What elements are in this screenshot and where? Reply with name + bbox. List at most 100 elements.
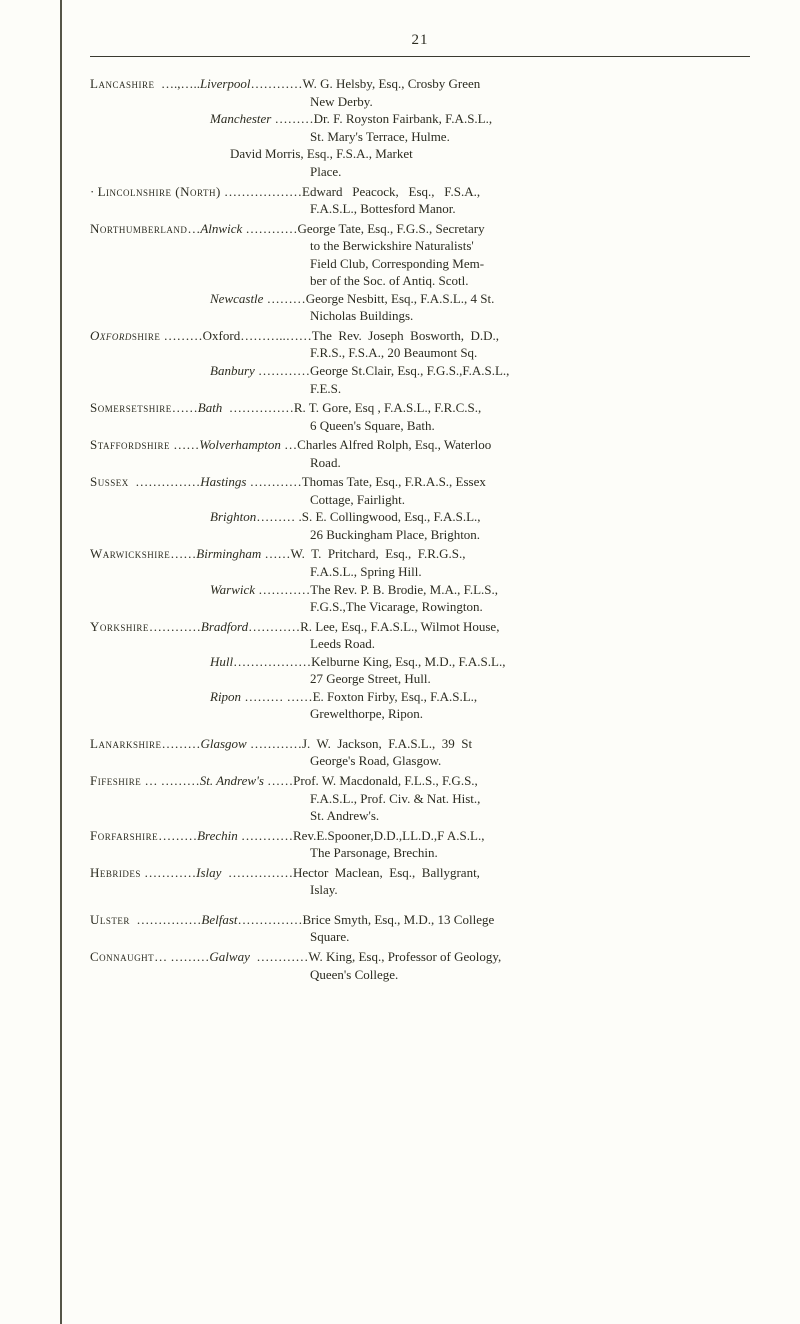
town-name: Galway	[209, 949, 249, 964]
entry-first-line: Yorkshire…………Bradford…………R. Lee, Esq., F…	[90, 618, 750, 636]
entry-continuation: F.A.S.L., Prof. Civ. & Nat. Hist.,	[90, 790, 750, 808]
entry-continuation: Square.	[90, 928, 750, 946]
town-name: Manchester	[210, 111, 271, 126]
county-name: Oxfordshire	[90, 328, 160, 343]
entry-sub-line: Brighton……… .S. E. Collingwood, Esq., F.…	[90, 508, 750, 526]
town-name: Warwick	[210, 582, 255, 597]
entry-first-line: Warwickshire……Birmingham ……W. T. Pritcha…	[90, 545, 750, 563]
entry-first-line: Sussex ……………Hastings …………Thomas Tate, Es…	[90, 473, 750, 491]
entry-first-line: Lancashire ….,…..Liverpool…………W. G. Hels…	[90, 75, 750, 93]
county-name: Somersetshire	[90, 400, 172, 415]
directory-entry: Forfarshire………Brechin …………Rev.E.Spooner,…	[90, 827, 750, 862]
town-name: Alnwick	[200, 221, 242, 236]
entry-continuation: Cottage, Fairlight.	[90, 491, 750, 509]
entry-continuation: F.E.S.	[90, 380, 750, 398]
directory-entry: Sussex ……………Hastings …………Thomas Tate, Es…	[90, 473, 750, 543]
county-name: Northumberland	[90, 221, 187, 236]
entry-sub-line: Ripon ……… ……E. Foxton Firby, Esq., F.A.S…	[90, 688, 750, 706]
county-name: Lancashire	[90, 76, 154, 91]
directory-entry: Oxfordshire ………Oxford………..……The Rev. Jos…	[90, 327, 750, 397]
directory-entry: Lancashire ….,…..Liverpool…………W. G. Hels…	[90, 75, 750, 180]
county-name: Ulster	[90, 912, 130, 927]
entry-continuation: Grewelthorpe, Ripon.	[90, 705, 750, 723]
entries-container: Lancashire ….,…..Liverpool…………W. G. Hels…	[90, 75, 750, 983]
town-name: Oxford	[90, 328, 132, 343]
county-name: Yorkshire	[90, 619, 149, 634]
county-name: Sussex	[90, 474, 129, 489]
county-name: Staffordshire	[90, 437, 170, 452]
town-name: Glasgow	[200, 736, 246, 751]
town-name: Bath	[198, 400, 223, 415]
directory-entry: Fifeshire … ………St. Andrew's ……Prof. W. M…	[90, 772, 750, 825]
entry-first-line: Forfarshire………Brechin …………Rev.E.Spooner,…	[90, 827, 750, 845]
page-number: 21	[90, 30, 750, 50]
entry-continuation: Road.	[90, 454, 750, 472]
section-gap	[90, 725, 750, 735]
entry-continuation: F.G.S.,The Vicarage, Rowington.	[90, 598, 750, 616]
entry-continuation: Field Club, Corresponding Mem-	[90, 255, 750, 273]
directory-entry: Ulster ……………Belfast……………Brice Smyth, Esq…	[90, 911, 750, 946]
town-name: Hastings	[200, 474, 246, 489]
town-name: Islay	[196, 865, 221, 880]
entry-first-line: Staffordshire ……Wolverhampton …Charles A…	[90, 436, 750, 454]
entry-continuation: Leeds Road.	[90, 635, 750, 653]
entry-continuation: to the Berwickshire Naturalists'	[90, 237, 750, 255]
entry-first-line: Ulster ……………Belfast……………Brice Smyth, Esq…	[90, 911, 750, 929]
directory-entry: Somersetshire……Bath ……………R. T. Gore, Esq…	[90, 399, 750, 434]
town-name: Birmingham	[196, 546, 261, 561]
entry-continuation: St. Andrew's.	[90, 807, 750, 825]
section-gap	[90, 901, 750, 911]
directory-entry: Staffordshire ……Wolverhampton …Charles A…	[90, 436, 750, 471]
entry-first-line: Connaught… ………Galway …………W. King, Esq., …	[90, 948, 750, 966]
entry-first-line: · Lincolnshire (North) ………………Edward Peac…	[90, 183, 750, 201]
top-rule	[90, 56, 750, 57]
town-name: Wolverhampton	[199, 437, 281, 452]
town-name: Belfast	[201, 912, 237, 927]
entry-first-line: Fifeshire … ………St. Andrew's ……Prof. W. M…	[90, 772, 750, 790]
county-name: Lincolnshire (North)	[98, 184, 221, 199]
entry-continuation: Place.	[90, 163, 750, 181]
entry-first-line: Lanarkshire………Glasgow …………J. W. Jackson,…	[90, 735, 750, 753]
entry-continuation: David Morris, Esq., F.S.A., Market	[90, 145, 750, 163]
town-name: Banbury	[210, 363, 255, 378]
entry-continuation: Islay.	[90, 881, 750, 899]
entry-first-line: Hebrides …………Islay ……………Hector Maclean, …	[90, 864, 750, 882]
entry-continuation: 27 George Street, Hull.	[90, 670, 750, 688]
entry-first-line: Northumberland…Alnwick …………George Tate, …	[90, 220, 750, 238]
entry-first-line: Oxfordshire ………Oxford………..……The Rev. Jos…	[90, 327, 750, 345]
directory-entry: · Lincolnshire (North) ………………Edward Peac…	[90, 183, 750, 218]
town-name: Bradford	[201, 619, 248, 634]
entry-continuation: The Parsonage, Brechin.	[90, 844, 750, 862]
entry-sub-line: Manchester ………Dr. F. Royston Fairbank, F…	[90, 110, 750, 128]
town-name: Brechin	[197, 828, 238, 843]
county-name: Fifeshire	[90, 773, 141, 788]
town-name: Ripon	[210, 689, 241, 704]
entry-sub-line: Banbury …………George St.Clair, Esq., F.G.S…	[90, 362, 750, 380]
town-name: Liverpool	[200, 76, 251, 91]
directory-entry: Warwickshire……Birmingham ……W. T. Pritcha…	[90, 545, 750, 615]
entry-sub-line: Newcastle ………George Nesbitt, Esq., F.A.S…	[90, 290, 750, 308]
entry-continuation: New Derby.	[90, 93, 750, 111]
directory-entry: Lanarkshire………Glasgow …………J. W. Jackson,…	[90, 735, 750, 770]
entry-continuation: F.A.S.L., Bottesford Manor.	[90, 200, 750, 218]
county-name: Connaught	[90, 949, 154, 964]
county-name: Forfarshire	[90, 828, 158, 843]
directory-entry: Hebrides …………Islay ……………Hector Maclean, …	[90, 864, 750, 899]
entry-sub-line: Warwick …………The Rev. P. B. Brodie, M.A.,…	[90, 581, 750, 599]
directory-entry: Yorkshire…………Bradford…………R. Lee, Esq., F…	[90, 618, 750, 723]
entry-continuation: Nicholas Buildings.	[90, 307, 750, 325]
entry-continuation: Queen's College.	[90, 966, 750, 984]
town-name: St. Andrew's	[200, 773, 264, 788]
entry-continuation: George's Road, Glasgow.	[90, 752, 750, 770]
town-name: Hull	[210, 654, 233, 669]
county-name: Warwickshire	[90, 546, 170, 561]
town-name: Newcastle	[210, 291, 263, 306]
entry-continuation: F.A.S.L., Spring Hill.	[90, 563, 750, 581]
entry-continuation: 26 Buckingham Place, Brighton.	[90, 526, 750, 544]
directory-entry: Northumberland…Alnwick …………George Tate, …	[90, 220, 750, 325]
entry-continuation: F.R.S., F.S.A., 20 Beaumont Sq.	[90, 344, 750, 362]
county-name: Hebrides	[90, 865, 141, 880]
town-name: Brighton	[210, 509, 256, 524]
entry-continuation: ber of the Soc. of Antiq. Scotl.	[90, 272, 750, 290]
entry-continuation: St. Mary's Terrace, Hulme.	[90, 128, 750, 146]
